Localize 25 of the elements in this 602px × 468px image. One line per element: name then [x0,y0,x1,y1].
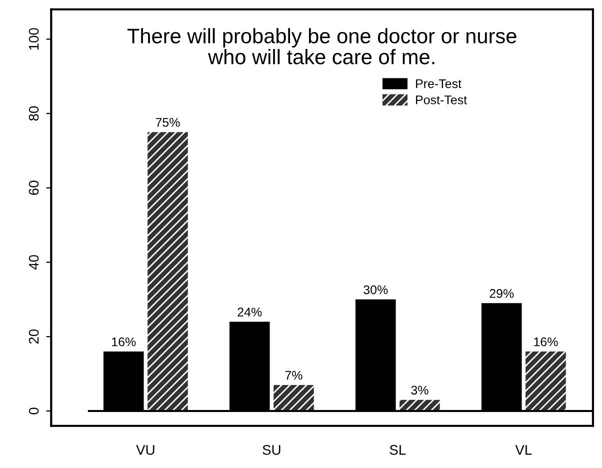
y-tick-label: 80 [28,106,39,121]
y-tick-label: 0 [28,408,39,414]
bar [148,132,188,412]
data-label: 3% [411,386,428,395]
text: There will probably be one doctor or nurse who will take care of me. [127,28,516,64]
y-tick-label: 40 [28,255,39,270]
bar [526,352,566,412]
y-tick-label: 20 [28,329,39,344]
data-label: 7% [285,370,302,380]
data-label: 16% [112,337,136,346]
y-tick-label: 100 [28,28,39,50]
data-label: 24% [238,308,262,316]
x-tick-label: VL [515,445,532,455]
data-label: 30% [364,285,388,294]
legend-label: Pre-Test [416,79,462,88]
x-tick-label: SU [262,444,280,455]
x-tick-label: VU [136,445,154,455]
bar [400,400,440,412]
data-label: 29% [490,289,514,298]
y-tick-label: 60 [28,180,39,195]
bar [274,384,314,412]
legend-label: Post-Test [416,96,467,104]
x-tick-label: SL [390,444,406,455]
data-label: 75% [156,118,180,127]
data-label: 16% [534,337,558,346]
